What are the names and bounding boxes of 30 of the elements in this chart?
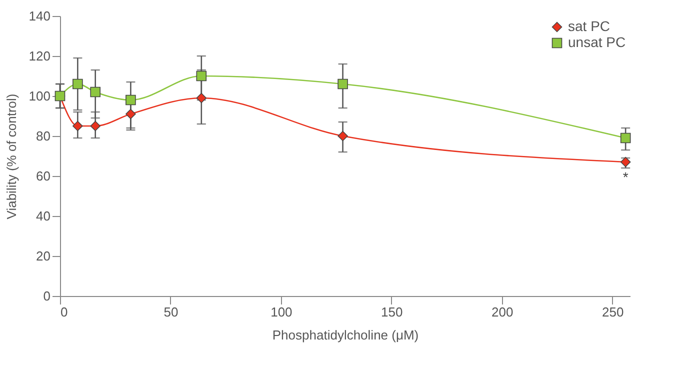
x-tick-label: 150 [381,304,403,320]
point [196,70,207,82]
point [90,86,100,98]
point [90,120,100,132]
point [126,108,136,120]
y-tick-label: 60 [36,168,50,184]
y-tick-label: 40 [36,208,50,224]
x-tick-label: 100 [270,304,292,320]
y-tick-label: 140 [28,8,50,24]
legend-label: unsat PC [568,34,626,50]
x-axis-title: Phosphatidylcholine (μM) [272,328,419,342]
y-tick-label: 80 [36,128,50,144]
annotation: * [622,169,629,185]
y-tick-label: 100 [28,88,50,104]
point [72,120,83,132]
y-tick-label: 0 [43,288,50,304]
point [196,92,207,104]
y-tick-label: 120 [28,48,50,64]
x-tick-label: 200 [492,304,514,320]
point [620,132,631,144]
point [126,94,136,106]
point [338,78,348,90]
x-tick-label: 250 [602,304,624,320]
point [72,78,83,90]
point [338,130,348,142]
y-tick-label: 20 [36,248,50,264]
legend-label: sat PC [568,18,610,34]
x-tick-label: 0 [60,304,68,320]
y-axis-title: Viability (% of control) [4,94,19,220]
x-tick-label: 50 [164,304,178,320]
